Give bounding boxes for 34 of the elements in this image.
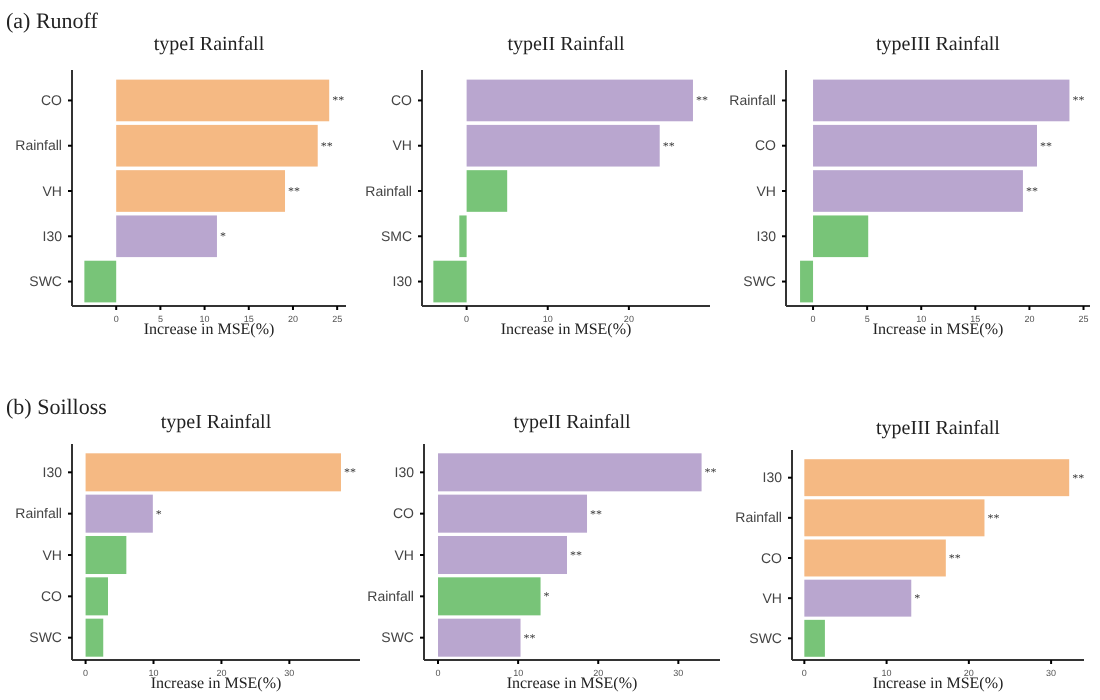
bar xyxy=(804,579,912,617)
x-axis-title: Increase in MSE(%) xyxy=(150,674,282,692)
bar xyxy=(84,260,117,303)
x-axis-title: Increase in MSE(%) xyxy=(143,320,275,338)
x-axis-title: Increase in MSE(%) xyxy=(500,320,632,338)
bar xyxy=(466,170,508,212)
bar xyxy=(804,539,946,577)
text: (a) Runoff xyxy=(6,10,99,34)
bar xyxy=(85,494,153,533)
text: (b) Soilloss xyxy=(6,396,107,420)
bar xyxy=(459,215,467,258)
bar xyxy=(466,124,660,167)
bar xyxy=(116,215,217,258)
bar xyxy=(438,577,541,616)
chart-title: typeI Rainfall xyxy=(160,412,272,434)
bar xyxy=(804,619,825,657)
x-axis-title: Increase in MSE(%) xyxy=(872,320,1004,338)
bar xyxy=(85,618,104,657)
bar xyxy=(813,79,1070,122)
bar xyxy=(438,453,702,492)
x-axis-title: Increase in MSE(%) xyxy=(872,674,1004,692)
bar xyxy=(85,453,341,492)
chart-title: typeIII Rainfall xyxy=(876,34,1001,56)
bar xyxy=(433,260,467,303)
chart-title: typeIII Rainfall xyxy=(876,418,1001,440)
bar xyxy=(800,260,814,303)
chart-title: typeII Rainfall xyxy=(507,34,626,56)
bar xyxy=(813,215,869,258)
bar xyxy=(466,79,693,122)
x-axis-title: Increase in MSE(%) xyxy=(506,674,638,692)
bar xyxy=(116,79,330,122)
bar xyxy=(438,618,521,657)
chart-title: typeI Rainfall xyxy=(153,34,265,56)
chart-title: typeII Rainfall xyxy=(513,412,632,434)
